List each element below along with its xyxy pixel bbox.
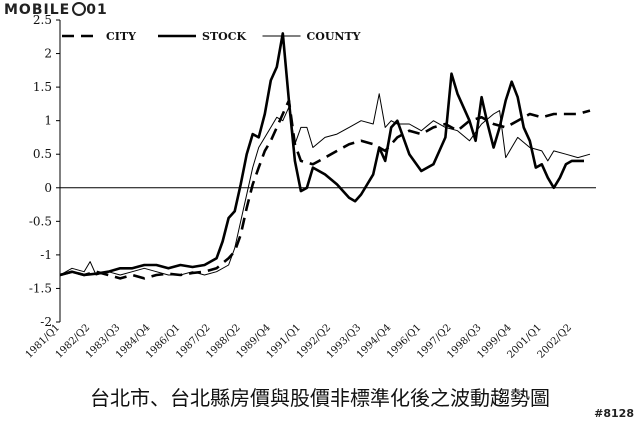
y-tick-label: -2	[40, 315, 52, 329]
chart-caption: 台北市、台北縣房價與股價非標準化後之波動趨勢圖	[90, 386, 550, 410]
legend-label-city: CITY	[106, 30, 136, 43]
series-line-city	[59, 99, 591, 280]
chart-legend: CITY STOCK COUNTY	[62, 30, 361, 43]
logo-text: MOBILE	[4, 2, 71, 18]
y-tick-label: 0	[44, 181, 52, 195]
y-tick-label: -0.5	[29, 214, 52, 228]
legend-label-county: COUNTY	[307, 30, 361, 43]
logo-suffix: 01	[86, 2, 108, 18]
y-tick-label: 1	[44, 114, 52, 128]
mobile01-logo: MOBILE 01	[4, 2, 108, 18]
y-tick-label: 2.5	[33, 13, 52, 27]
y-tick-label: -1.5	[29, 281, 52, 295]
series-line-stock	[59, 32, 584, 277]
chart-series-layer	[59, 32, 591, 280]
y-tick-label: 2	[44, 47, 52, 61]
y-tick-label: 1.5	[33, 80, 52, 94]
chart-axes: 2.521.510.50-0.5-1-1.5-21981/Q11982/Q219…	[24, 13, 596, 361]
post-id-label: #8128	[594, 407, 634, 420]
legend-label-stock: STOCK	[202, 30, 246, 43]
line-chart: 2.521.510.50-0.5-1-1.5-21981/Q11982/Q219…	[24, 13, 596, 361]
y-tick-label: -1	[40, 248, 52, 262]
series-line-county	[59, 93, 591, 276]
y-tick-label: 0.5	[33, 147, 52, 161]
logo-ring-icon	[72, 2, 87, 16]
